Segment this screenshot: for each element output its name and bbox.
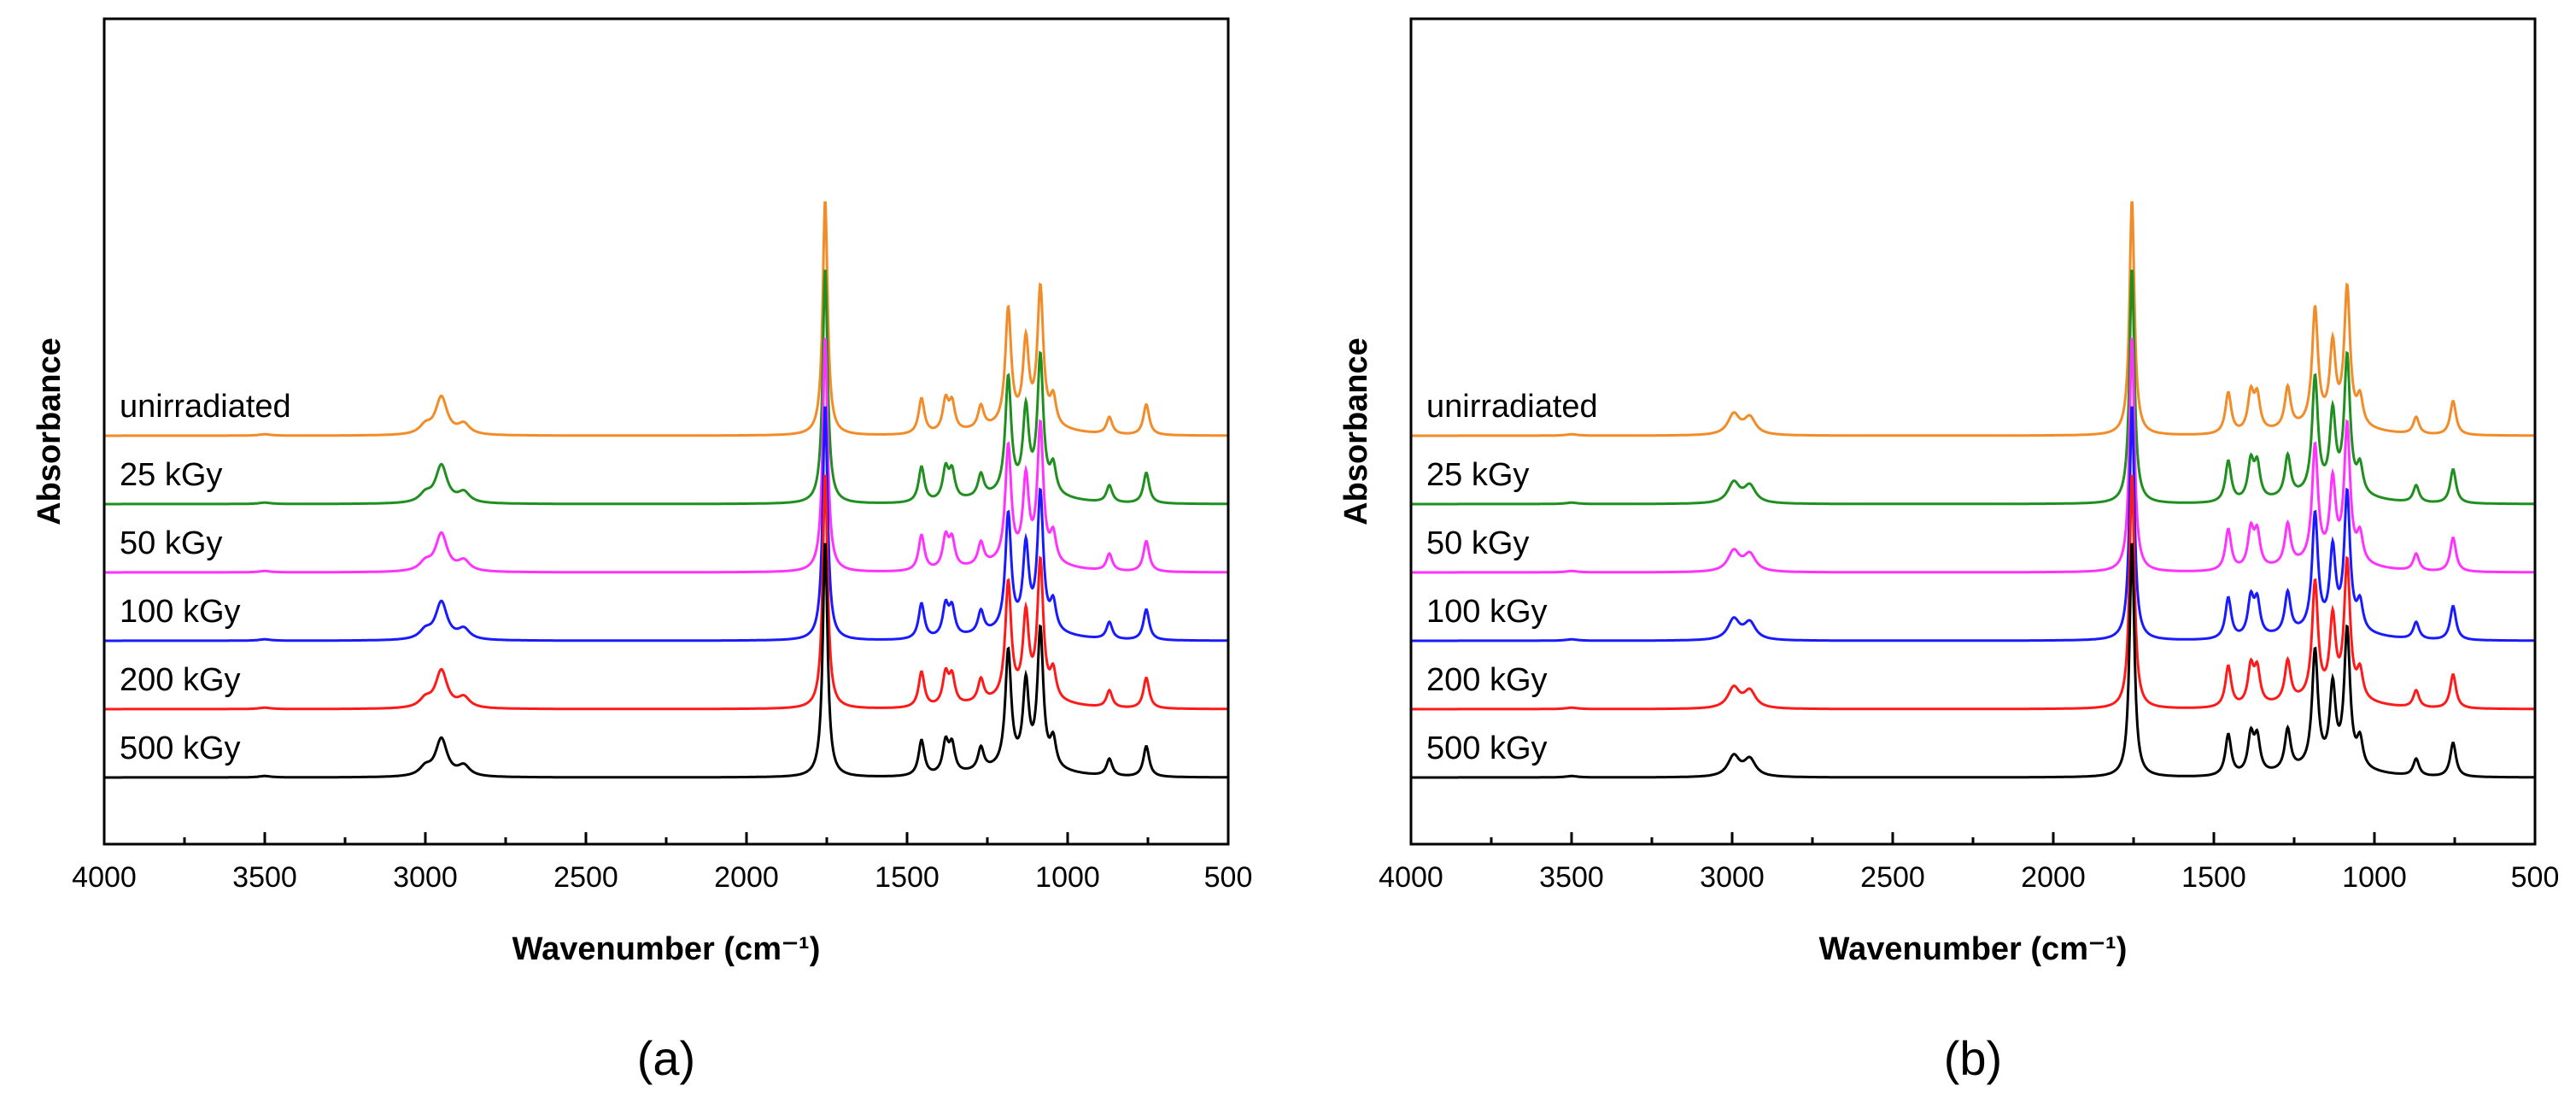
panel-label: (a)	[637, 1031, 695, 1085]
y-axis-title: Absorbance	[32, 337, 67, 525]
series-label: 100 kGy	[1426, 594, 1548, 630]
series-line-25-kgy	[104, 269, 1228, 506]
x-tick-label: 4000	[72, 861, 137, 894]
series-line-200-kgy	[1411, 474, 2535, 711]
series-line-50-kgy	[1411, 337, 2535, 574]
series-line-25-kgy	[1411, 269, 2535, 506]
series-line-100-kgy	[1411, 406, 2535, 643]
panel-label: (b)	[1944, 1031, 2002, 1085]
series-label: 25 kGy	[120, 457, 222, 493]
x-tick-label: 3500	[1539, 861, 1604, 894]
x-tick-label: 2000	[2021, 861, 2086, 894]
x-tick-label: 4000	[1379, 861, 1443, 894]
series-line-50-kgy	[104, 337, 1228, 574]
x-axis-title: Wavenumber (cm⁻¹)	[1819, 931, 2128, 967]
x-tick-label: 3000	[393, 861, 458, 894]
x-tick-label: 1000	[2342, 861, 2407, 894]
panel-a: unirradiated 25 kGy 50 kGy 100 kGy 200 kGy 50…	[32, 17, 1253, 1085]
series-label: 500 kGy	[120, 731, 241, 766]
series-label: 500 kGy	[1426, 731, 1548, 766]
x-tick-label: 1000	[1035, 861, 1100, 894]
x-tick-label: 2000	[714, 861, 779, 894]
x-tick-label: 500	[2511, 861, 2560, 894]
series-line-100-kgy	[104, 406, 1228, 643]
series-label: unirradiated	[1426, 389, 1598, 425]
x-tick-label: 1500	[2181, 861, 2246, 894]
plot-frame	[102, 17, 1230, 846]
series-line-unirradiated	[1411, 201, 2535, 437]
series-line-500-kgy	[1411, 543, 2535, 779]
series-label: 50 kGy	[1426, 525, 1529, 561]
series-line-500-kgy	[104, 543, 1228, 779]
x-tick-label: 2500	[1860, 861, 1925, 894]
x-tick-label: 3500	[232, 861, 297, 894]
y-axis-title: Absorbance	[1338, 337, 1374, 525]
series-label: 200 kGy	[1426, 662, 1548, 698]
x-tick-label: 1500	[875, 861, 940, 894]
x-axis-title: Wavenumber (cm⁻¹)	[512, 931, 821, 967]
panel-b: unirradiated 25 kGy 50 kGy 100 kGy 200 kGy 50…	[1338, 17, 2560, 1085]
series-label: 200 kGy	[120, 662, 241, 698]
series-line-unirradiated	[104, 201, 1228, 437]
series-label: 50 kGy	[120, 525, 222, 561]
series-label: 100 kGy	[120, 594, 241, 630]
x-tick-label: 2500	[553, 861, 618, 894]
series-label: 25 kGy	[1426, 457, 1529, 493]
series-label: unirradiated	[120, 389, 291, 425]
x-tick-label: 3000	[1700, 861, 1765, 894]
x-tick-label: 500	[1204, 861, 1253, 894]
plot-frame	[1409, 17, 2537, 846]
series-line-200-kgy	[104, 474, 1228, 711]
